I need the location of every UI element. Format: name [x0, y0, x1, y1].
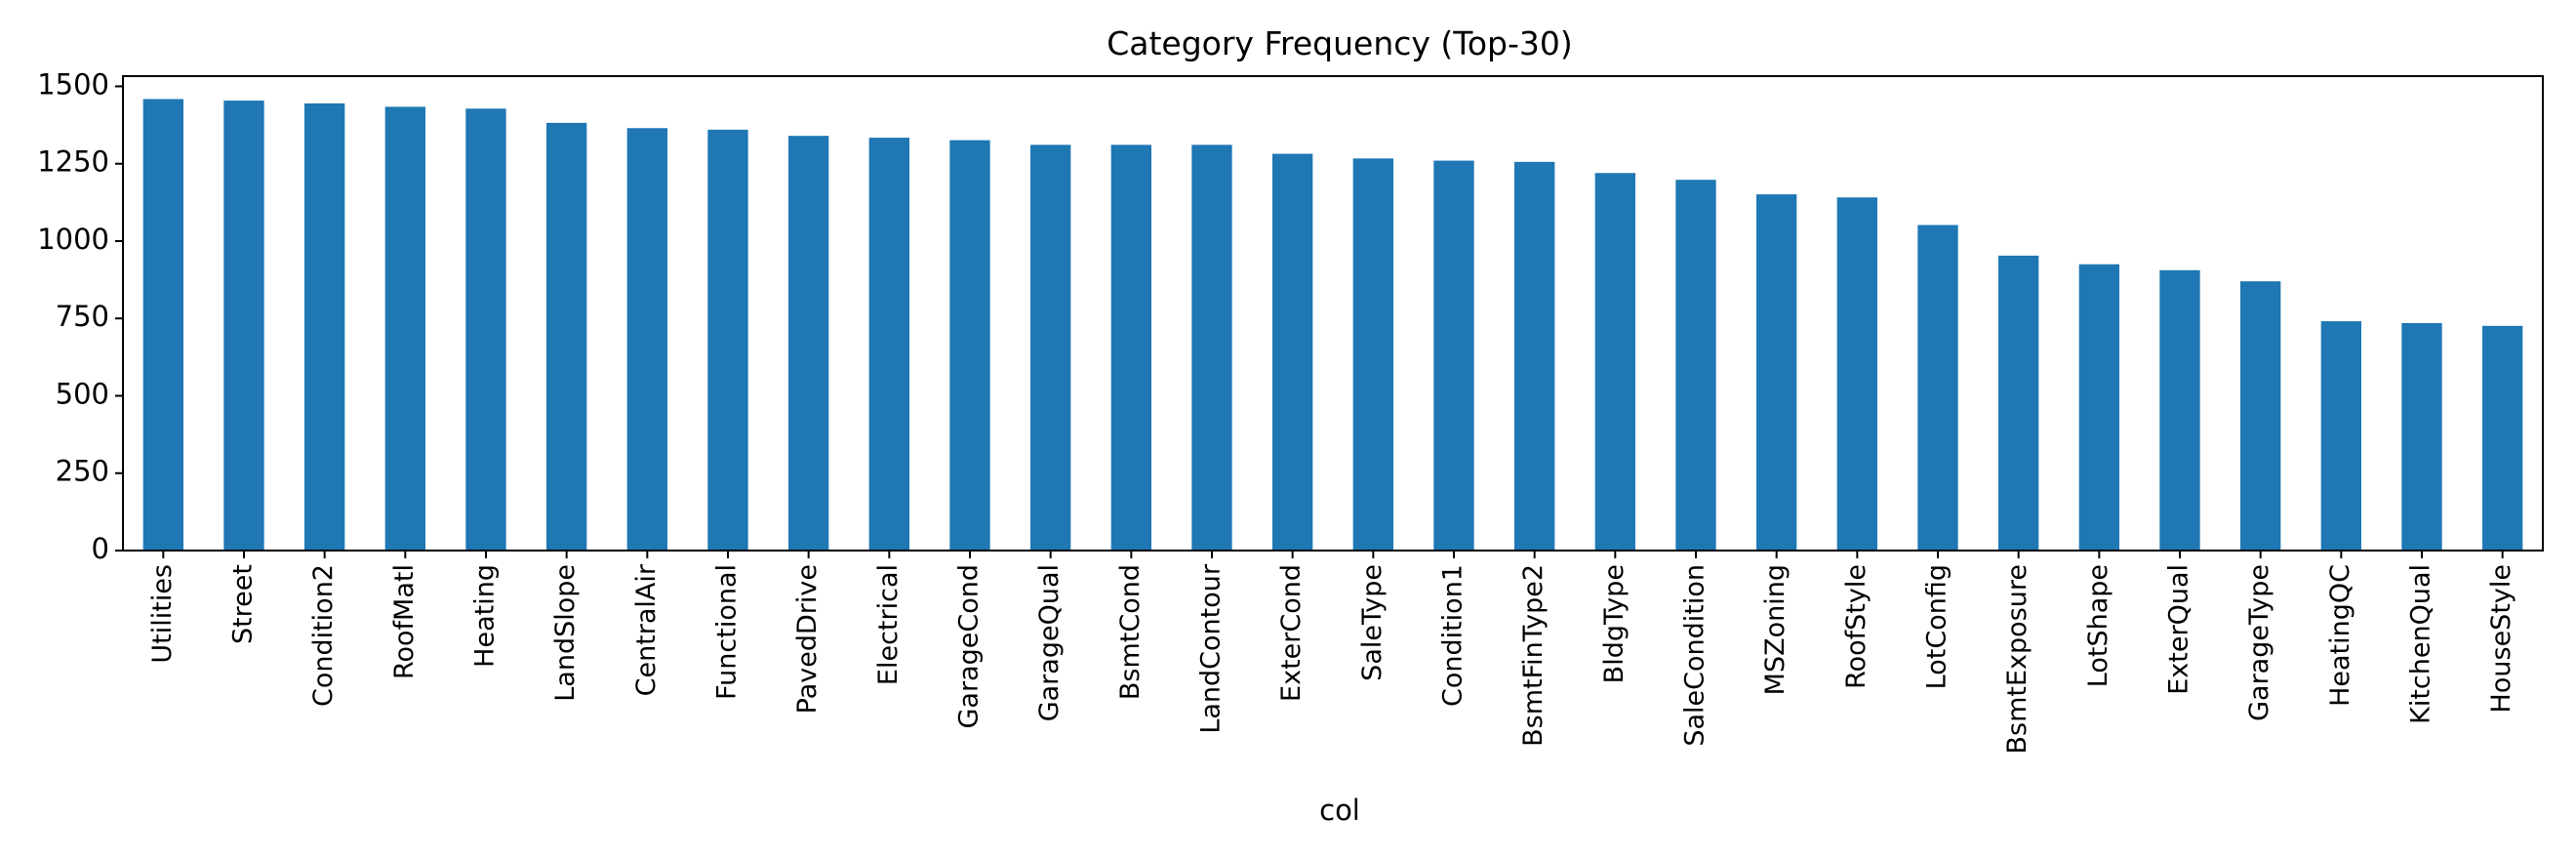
x-tick-label: PavedDrive: [792, 564, 823, 714]
x-tick-label: Condition1: [1438, 564, 1469, 707]
y-tick-label: 250: [56, 455, 109, 488]
x-tick-label: Street: [228, 564, 259, 644]
x-tick-label: SaleType: [1357, 564, 1388, 681]
x-tick-label: HouseStyle: [2486, 564, 2516, 713]
bar-KitchenQual: [2401, 322, 2442, 551]
bar-HeatingQC: [2320, 321, 2361, 551]
x-tick-label: GarageCond: [954, 564, 985, 729]
bar-Condition1: [1433, 160, 1474, 552]
bar-ExterQual: [2159, 269, 2200, 551]
x-tick-label: Functional: [712, 564, 743, 700]
bar-BsmtExposure: [1998, 255, 2039, 551]
x-tick-label: BldgType: [1599, 564, 1630, 683]
bar-GarageType: [2240, 281, 2281, 551]
x-tick-label: BsmtFinType2: [1518, 564, 1549, 747]
x-axis: Utilities Street Condition2 RoofMatl Heating…: [147, 551, 2516, 754]
x-tick-label: Utilities: [147, 564, 178, 664]
bar-GarageCond: [949, 140, 990, 551]
x-tick-label: Heating: [470, 564, 501, 668]
x-tick-label: Electrical: [873, 564, 904, 685]
bar-MSZoning: [1756, 194, 1797, 551]
bar-LotConfig: [1917, 225, 1958, 552]
chart-title: Category Frequency (Top-30): [1107, 24, 1573, 62]
bar-SaleCondition: [1675, 180, 1716, 551]
x-tick-label: MSZoning: [1760, 564, 1791, 695]
y-tick-label: 750: [56, 300, 109, 333]
bar-Utilities: [142, 99, 183, 552]
bar-Electrical: [868, 138, 909, 551]
x-tick-label: Condition2: [308, 564, 339, 707]
x-tick-label: RoofStyle: [1841, 564, 1872, 689]
x-tick-label: LandSlope: [550, 564, 581, 702]
y-tick-label: 500: [56, 377, 109, 410]
bar-Functional: [707, 129, 748, 551]
bar-HouseStyle: [2482, 325, 2523, 551]
bar-RoofStyle: [1836, 197, 1877, 551]
x-tick-label: LotConfig: [1922, 564, 1952, 689]
x-tick-label: GarageQual: [1034, 564, 1065, 721]
x-axis-label: col: [1319, 794, 1360, 827]
bar-CentralAir: [626, 128, 667, 551]
y-tick-label: 1500: [37, 67, 109, 101]
x-tick-label: LotShape: [2083, 564, 2113, 687]
x-tick-label: LandContour: [1196, 563, 1227, 734]
y-axis: 0 250 500 750 1000 1250 1500: [37, 67, 123, 565]
x-tick-label: BsmtCond: [1115, 564, 1146, 700]
bar-BsmtFinType2: [1514, 161, 1555, 551]
bar-LandContour: [1191, 144, 1232, 551]
bar-ExterCond: [1272, 153, 1313, 551]
bar-Heating: [465, 108, 506, 551]
y-tick-label: 1250: [37, 145, 109, 179]
x-tick-label: ExterQual: [2164, 564, 2194, 695]
bar-BldgType: [1594, 173, 1635, 552]
bars-group: [142, 99, 2523, 552]
x-tick-label: BsmtExposure: [2002, 564, 2033, 754]
x-tick-label: GarageType: [2244, 564, 2274, 721]
bar-Condition2: [304, 102, 345, 552]
bar-LotShape: [2078, 264, 2119, 551]
x-tick-label: SaleCondition: [1680, 564, 1711, 747]
x-tick-label: ExterCond: [1276, 564, 1307, 702]
bar-Street: [223, 101, 264, 552]
x-tick-label: RoofMatl: [389, 564, 420, 679]
x-tick-label: HeatingQC: [2325, 564, 2355, 707]
bar-RoofMatl: [384, 106, 425, 551]
bar-LandSlope: [546, 122, 587, 552]
bar-PavedDrive: [788, 136, 829, 551]
x-tick-label: KitchenQual: [2406, 564, 2436, 724]
bar-BsmtCond: [1110, 144, 1151, 551]
bar-SaleType: [1352, 158, 1393, 551]
x-tick-label: CentralAir: [631, 563, 662, 696]
y-tick-label: 1000: [37, 223, 109, 256]
y-tick-label: 0: [92, 532, 109, 565]
bar-GarageQual: [1030, 144, 1071, 551]
plot-frame: [122, 75, 2544, 552]
